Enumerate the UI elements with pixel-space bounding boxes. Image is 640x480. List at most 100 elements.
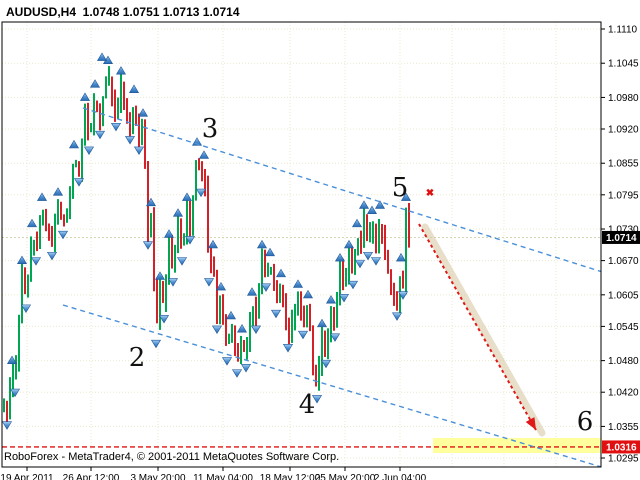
fractal-down-icon (167, 278, 179, 287)
price-tick-label: 1.0420 (608, 388, 639, 399)
fractal-up-icon (145, 197, 157, 207)
target-price-tag (602, 440, 640, 454)
fractal-markers (1, 52, 412, 430)
fractal-down-icon (370, 257, 382, 266)
fractal-up-icon (198, 150, 210, 159)
fractal-up-icon (358, 200, 370, 209)
fractal-up-icon (334, 252, 346, 262)
fractal-down-icon (83, 146, 95, 156)
grid (2, 22, 601, 467)
fractal-down-icon (110, 122, 122, 132)
fractal-up-icon (68, 139, 80, 149)
price-tick-label: 1.0795 (608, 190, 639, 201)
fractal-down-icon (270, 309, 282, 319)
price-tick-label: 1.1110 (608, 25, 638, 36)
price-axis[interactable]: 1.1110 1.1045 1.0980 1.0920 1.0855 1.0795 1.07… (601, 25, 640, 465)
candles (3, 66, 410, 424)
fractal-down-icon (240, 364, 252, 373)
projection-arrowhead (525, 417, 536, 430)
fractal-down-icon (250, 325, 262, 335)
fractal-up-icon (79, 92, 91, 101)
fractal-down-icon (133, 146, 145, 156)
fractal-up-icon (256, 239, 268, 249)
price-tick-label: 1.1045 (608, 59, 639, 70)
time-tick-label: 26 Apr 12:00 (63, 473, 120, 480)
fractal-up-icon (351, 218, 363, 228)
fractal-down-icon (391, 312, 403, 321)
fractal-down-icon (57, 230, 69, 240)
projection-arrow (418, 223, 546, 437)
fractal-down-icon (158, 315, 170, 324)
fractal-up-icon (181, 192, 193, 201)
time-tick-label: 25 May 20:00 (315, 473, 376, 480)
wave-label-5: 5 (392, 173, 409, 203)
fractal-up-icon (115, 66, 127, 75)
fractal-up-icon (96, 52, 108, 61)
time-tick-label: 3 May 20:00 (130, 473, 185, 480)
fractal-down-icon (282, 344, 294, 353)
fractal-down-icon (221, 357, 233, 366)
fractal-down-icon (203, 278, 215, 287)
fractal-down-icon (397, 291, 409, 300)
trend-channel (62, 107, 601, 467)
fractal-down-icon (329, 333, 341, 342)
fractal-up-icon (52, 187, 64, 196)
fractal-down-icon (176, 257, 188, 266)
fractal-up-icon (6, 355, 18, 365)
fractal-down-icon (320, 359, 332, 369)
time-tick-label: 18 May 12:00 (260, 473, 321, 480)
fractal-up-icon (302, 289, 314, 299)
fractal-down-icon (231, 369, 243, 378)
fractal-up-icon (215, 281, 227, 291)
wave-label-4: 4 (299, 390, 316, 420)
fractal-up-icon (275, 268, 287, 278)
fractal-up-icon (395, 252, 407, 262)
upper-trendline (82, 107, 601, 273)
fractal-up-icon (225, 310, 237, 320)
fractal-down-icon (184, 236, 196, 245)
fractal-down-icon (211, 325, 223, 335)
fractal-up-icon (137, 108, 149, 117)
fractal-up-icon (325, 295, 337, 304)
chart-plot-area[interactable] (2, 22, 601, 467)
fractal-down-icon (311, 395, 323, 404)
fractal-down-icon (150, 339, 162, 349)
price-tick-label: 1.0920 (608, 125, 639, 136)
fractal-down-icon (195, 188, 207, 198)
copyright-text: RoboForex - MetaTrader4, © 2001-2011 Met… (4, 451, 339, 463)
chart-title: AUDUSD,H4 1.0748 1.0751 1.0713 1.0714 (6, 5, 240, 19)
price-tick-label: 1.0980 (608, 93, 639, 104)
fractal-up-icon (374, 200, 386, 209)
time-tick-label: 11 May 04:00 (193, 473, 253, 480)
time-axis[interactable]: 19 Apr 2011 26 Apr 12:00 3 May 20:00 11 May… (0, 467, 427, 480)
price-tick-label: 1.0355 (608, 422, 639, 433)
fractal-up-icon (163, 229, 175, 238)
fractal-up-icon (236, 324, 248, 333)
fractal-down-icon (46, 251, 58, 261)
price-tick-label: 1.0855 (608, 159, 639, 170)
wave-label-6: 6 (577, 407, 594, 437)
fractal-down-icon (94, 130, 106, 140)
fractal-down-icon (124, 136, 136, 145)
fractal-down-icon (338, 294, 350, 303)
target-zone-highlight (433, 438, 601, 453)
fractal-down-icon (347, 280, 359, 290)
fractal-down-icon (260, 283, 272, 292)
current-price-tag (602, 230, 640, 244)
price-tick-label: 1.0295 (608, 454, 639, 465)
time-tick-label: 19 Apr 2011 (0, 473, 54, 480)
fractal-down-icon (142, 241, 154, 250)
fractal-down-icon (354, 259, 366, 269)
price-tick-label: 1.0545 (608, 322, 639, 333)
fractal-down-icon (362, 251, 374, 261)
fractal-down-icon (73, 178, 85, 187)
fractal-up-icon (36, 192, 48, 201)
price-tick-label: 1.0730 (608, 225, 639, 236)
price-tick-label: 1.0480 (608, 356, 639, 367)
projection-shadow (421, 223, 546, 437)
price-tick-label: 1.0670 (608, 256, 639, 267)
fractal-up-icon (264, 247, 276, 257)
target-price-tag-label: 1.0316 (606, 442, 637, 453)
